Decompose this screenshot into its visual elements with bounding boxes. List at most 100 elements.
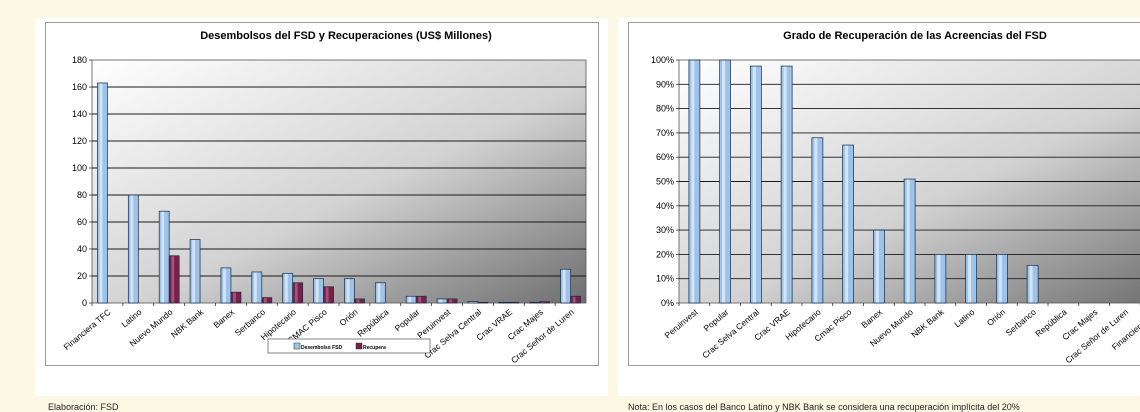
bar-nuevo-mundo-s2 [168, 255, 180, 304]
bar-crac-majes-s1 [529, 301, 541, 304]
x-tick-label-nbk-bank: NBK Bank [169, 306, 206, 339]
bar-highlight [130, 195, 134, 303]
bar-highlight [325, 287, 329, 303]
bar-highlight [418, 296, 422, 303]
disbursement-recovery-chart: Desembolsos del FSD y Recuperaciones (US… [62, 30, 587, 365]
y-tick-label: 60% [656, 152, 674, 162]
bar-highlight [814, 138, 818, 303]
legend-label: Recupera [363, 345, 386, 351]
y-tick-label: 70% [656, 128, 674, 138]
bar-highlight [294, 283, 298, 303]
legend-box [267, 338, 431, 354]
legend-label: Desembolso FSD [301, 345, 343, 351]
bar-highlight [315, 279, 319, 303]
y-tick-label: 80% [656, 104, 674, 114]
bar-highlight [284, 273, 288, 303]
bar-serbanco-s2 [261, 297, 273, 304]
bar-highlight [968, 254, 972, 303]
x-tick-label-orion: Orión [985, 307, 1008, 328]
footnote: Nota: En los casos del Banco Latino y NB… [628, 402, 1020, 412]
bar-highlight [99, 83, 103, 303]
bar-highlight [906, 179, 910, 303]
bar-highlight [722, 60, 726, 303]
x-tick-label-popular: Popular [702, 307, 731, 334]
bar-highlight [192, 240, 196, 303]
legend-swatch [355, 342, 363, 350]
y-tick-label: 100 [72, 163, 87, 173]
chart-title: Grado de Recuperación de las Acreencias … [783, 30, 1047, 42]
chart-title: Desembolsos del FSD y Recuperaciones (US… [200, 30, 492, 42]
bar-highlight [845, 145, 849, 303]
y-tick-label: 50% [656, 177, 674, 187]
bar-highlight [449, 299, 453, 303]
bar-banex-s2 [230, 291, 242, 304]
source-note: Elaboración: FSD [48, 402, 119, 412]
bar-highlight [254, 272, 257, 303]
y-tick-label: 0 [82, 298, 87, 308]
x-tick-label-orion: Orión [337, 307, 360, 328]
y-tick-label: 80 [77, 190, 87, 200]
bar-highlight [998, 254, 1002, 303]
bar-highlight [875, 230, 879, 303]
bar-highlight [171, 256, 175, 303]
bar-highlight [264, 298, 267, 303]
bar-highlight [439, 299, 443, 303]
bar-highlight [408, 296, 412, 303]
left-chart-frame: Desembolsos del FSD y Recuperaciones (US… [45, 22, 599, 366]
y-tick-label: 0% [661, 298, 674, 308]
x-tick-label-serbanco: Serbanco [1004, 307, 1039, 338]
y-tick-label: 60 [77, 217, 87, 227]
x-tick-label-banex: Banex [859, 306, 884, 330]
y-tick-label: 20% [656, 249, 674, 259]
bar-crac-senor-de-luren-s2 [570, 295, 581, 304]
bar-highlight [223, 268, 226, 303]
right-chart-frame: Grado de Recuperación de las Acreencias … [628, 22, 1140, 366]
left-chart-panel: Desembolsos del FSD y Recuperaciones (US… [35, 18, 608, 396]
bar-highlight [377, 283, 381, 303]
bar-hipotecario-s2 [292, 282, 304, 304]
x-tick-label-crac-selva-central: Crac Selva Central [422, 307, 483, 361]
bar-peruinvest-s2 [446, 298, 458, 304]
right-chart-panel: Grado de Recuperación de las Acreencias … [618, 18, 1140, 396]
y-tick-label: 120 [72, 136, 87, 146]
legend-swatch [293, 342, 301, 350]
x-tick-label-nbk-bank: NBK Bank [909, 306, 946, 339]
x-tick-label-crac-selva-central: Crac Selva Central [700, 307, 761, 361]
y-tick-label: 40 [77, 244, 87, 254]
x-tick-label-financiera-tfc: Financiera TFC [62, 307, 113, 352]
y-tick-label: 90% [656, 79, 674, 89]
y-tick-label: 140 [72, 109, 87, 119]
bar-cmac-pisco-s2 [323, 286, 334, 304]
bar-highlight [937, 254, 941, 303]
y-tick-label: 10% [656, 274, 674, 284]
bar-highlight [562, 269, 566, 303]
bar-highlight [356, 299, 360, 303]
y-tick-label: 180 [72, 55, 87, 65]
x-tick-label-latino: Latino [952, 307, 976, 330]
bar-highlight [1029, 265, 1033, 303]
bar-highlight [783, 66, 787, 303]
bar-highlight [161, 211, 165, 303]
recovery-rate-chart: Grado de Recuperación de las Acreencias … [651, 30, 1140, 365]
x-tick-label-banex: Banex [211, 306, 236, 330]
legend: Desembolso FSD Recupera [267, 338, 431, 354]
y-tick-label: 160 [72, 82, 87, 92]
bar-crac-majes-s2 [539, 301, 551, 304]
bar-highlight [346, 279, 350, 303]
bar-highlight [572, 296, 576, 303]
y-tick-label: 20 [77, 271, 87, 281]
x-tick-label-peruinvest: Peruinvest [662, 306, 700, 340]
y-tick-label: 100% [651, 55, 674, 65]
y-tick-label: 30% [656, 225, 674, 235]
bar-crac-vrae-s1 [498, 301, 510, 304]
x-tick-label-latino: Latino [119, 307, 143, 330]
x-tick-label-republica: República [355, 307, 391, 339]
bar-highlight [752, 66, 756, 303]
bar-crac-selva-central-s2 [477, 301, 489, 304]
bar-crac-vrae-s2 [508, 301, 520, 304]
bar-popular-s2 [415, 295, 427, 304]
bar-highlight [233, 292, 236, 303]
bar-highlight [691, 60, 695, 303]
bar-orion-s2 [354, 298, 365, 304]
